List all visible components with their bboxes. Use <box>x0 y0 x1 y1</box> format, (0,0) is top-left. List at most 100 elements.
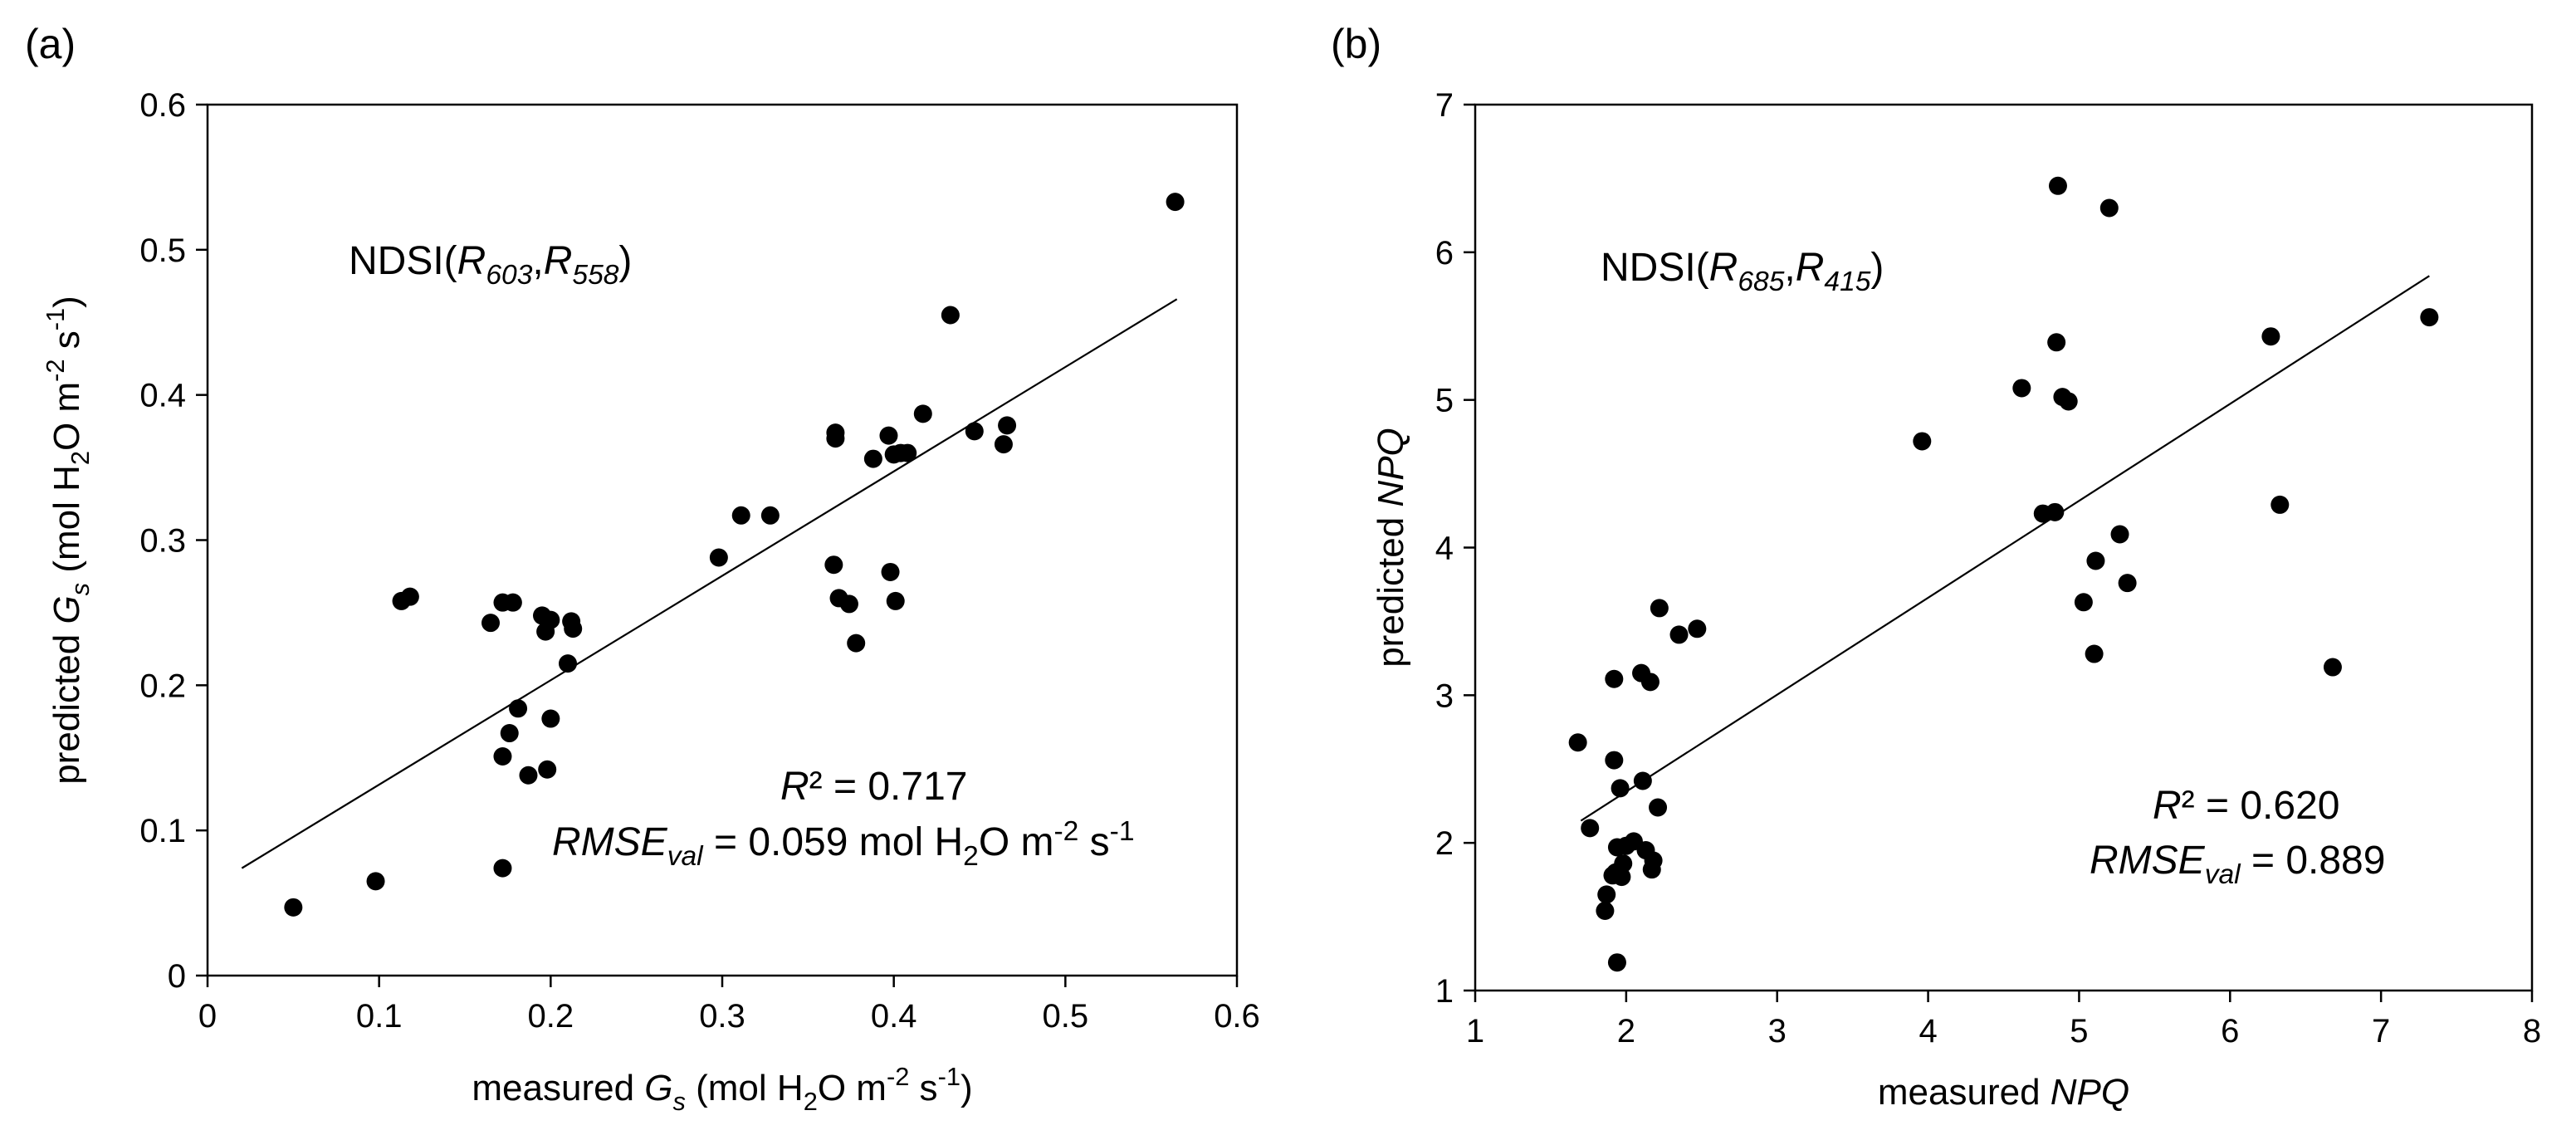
band-1: R <box>457 239 486 283</box>
y-tick-label: 0.1 <box>139 813 186 849</box>
data-point <box>709 548 728 567</box>
data-point <box>1612 868 1631 887</box>
x-tick-label: 1 <box>1466 1013 1484 1049</box>
axis-unit-exponent: -2 <box>887 1062 909 1091</box>
y-tick-label: 0.3 <box>139 523 186 560</box>
rmse-value: = 0.059 mol H <box>703 820 964 864</box>
data-point <box>1605 669 1624 688</box>
data-point <box>2046 502 2065 521</box>
band-2: R <box>544 239 573 283</box>
data-point <box>2323 658 2342 677</box>
band-2-wavelength: 558 <box>572 260 618 291</box>
data-point <box>998 416 1017 435</box>
data-point <box>1607 953 1626 972</box>
x-tick-label: 5 <box>2070 1013 2088 1049</box>
rmse-subscript: val <box>667 841 704 872</box>
data-point <box>2085 644 2104 663</box>
x-tick-label: 3 <box>1768 1013 1787 1049</box>
x-axis-title: measured NPQ <box>1878 1072 2129 1113</box>
axis-variable: G <box>46 595 87 624</box>
data-point <box>2074 593 2093 612</box>
regression-line <box>241 298 1178 869</box>
y-tick-label: 5 <box>1435 383 1454 419</box>
data-point <box>1605 751 1624 770</box>
close-paren: ) <box>618 239 632 283</box>
data-point <box>863 449 882 468</box>
data-point <box>2059 392 2078 411</box>
rmse-value: = 0.889 <box>2241 839 2386 883</box>
data-point <box>2270 495 2290 514</box>
data-point <box>366 872 385 891</box>
y-axis-title: predicted Gs (mol H2O m-2 s-1) <box>41 296 95 785</box>
axis-unit-subscript: 2 <box>804 1087 818 1116</box>
rmse-s-exponent: -1 <box>1110 816 1135 847</box>
x-tick-label: 0 <box>198 998 217 1035</box>
data-point <box>493 859 512 878</box>
x-tick-label: 0.2 <box>528 998 574 1035</box>
y-tick-label: 4 <box>1435 531 1454 567</box>
band-2-wavelength: 415 <box>1824 267 1870 297</box>
data-point <box>284 898 303 917</box>
data-point <box>493 747 512 766</box>
data-point <box>1166 193 1185 212</box>
data-point <box>1568 733 1587 752</box>
y-tick-label: 7 <box>1435 87 1454 124</box>
rmse-unit-part: O m <box>979 820 1054 864</box>
axis-title-prefix: predicted <box>46 624 87 785</box>
data-point <box>994 435 1013 454</box>
data-point <box>2048 176 2067 195</box>
index-label: NDSI(R603,R558) <box>349 239 632 291</box>
data-point <box>941 306 960 325</box>
data-point <box>503 593 522 612</box>
y-tick-label: 0.2 <box>139 668 186 704</box>
data-point <box>898 443 917 462</box>
x-tick-label: 4 <box>1919 1013 1937 1049</box>
rmse-m-exponent: -2 <box>1053 816 1078 847</box>
rmse-text: RMSEval = 0.059 mol H2O m-2 s-1 <box>552 816 1135 872</box>
data-point <box>2047 333 2066 352</box>
r-label: R <box>2153 784 2182 828</box>
comma: , <box>1784 246 1795 290</box>
r-squared-value: ² = 0.717 <box>809 765 968 809</box>
y-tick-label: 0.4 <box>139 378 186 414</box>
axis-unit: ) <box>961 1068 973 1108</box>
data-point <box>500 724 519 743</box>
data-point <box>1581 819 1600 838</box>
rmse-label: RMSE <box>2090 839 2206 883</box>
y-tick-label: 6 <box>1435 235 1454 272</box>
data-point <box>559 654 577 673</box>
data-point <box>1649 798 1668 817</box>
data-point <box>509 699 528 718</box>
x-axis-title: measured Gs (mol H2O m-2 s-1) <box>472 1062 972 1116</box>
band-1-wavelength: 603 <box>486 260 532 291</box>
data-point <box>881 562 900 581</box>
data-point <box>2118 574 2137 593</box>
panel-label: (b) <box>1331 21 1381 67</box>
data-point <box>2012 379 2031 398</box>
axis-variable: NPQ <box>2051 1072 2129 1113</box>
y-tick-label: 0.6 <box>139 87 186 124</box>
data-point <box>400 587 419 606</box>
x-tick-label: 0.5 <box>1043 998 1089 1035</box>
data-point <box>913 404 932 423</box>
r-squared-text: R² = 0.620 <box>2153 784 2339 828</box>
data-point <box>1640 673 1659 692</box>
r-label: R <box>780 765 809 809</box>
rmse-h2-subscript: 2 <box>963 841 979 872</box>
panel-a: 0 0.1 0.2 0.3 0.4 0.5 0.6 0 0.1 0.2 0.3 0.4 0.5 0.6 (a… <box>25 21 1260 1116</box>
data-point <box>541 610 560 629</box>
y-tick-label: 1 <box>1435 973 1454 1010</box>
data-point <box>1688 619 1707 638</box>
y-tick-label: 2 <box>1435 825 1454 862</box>
y-axis-title: predicted NPQ <box>1371 428 1411 668</box>
x-tick-label: 7 <box>2372 1013 2390 1049</box>
data-point <box>847 634 866 653</box>
axis-title-prefix: measured <box>472 1068 644 1108</box>
data-point <box>481 614 500 633</box>
comma: , <box>532 239 543 283</box>
axis-title-prefix: predicted <box>1371 507 1411 668</box>
data-point <box>760 506 780 525</box>
